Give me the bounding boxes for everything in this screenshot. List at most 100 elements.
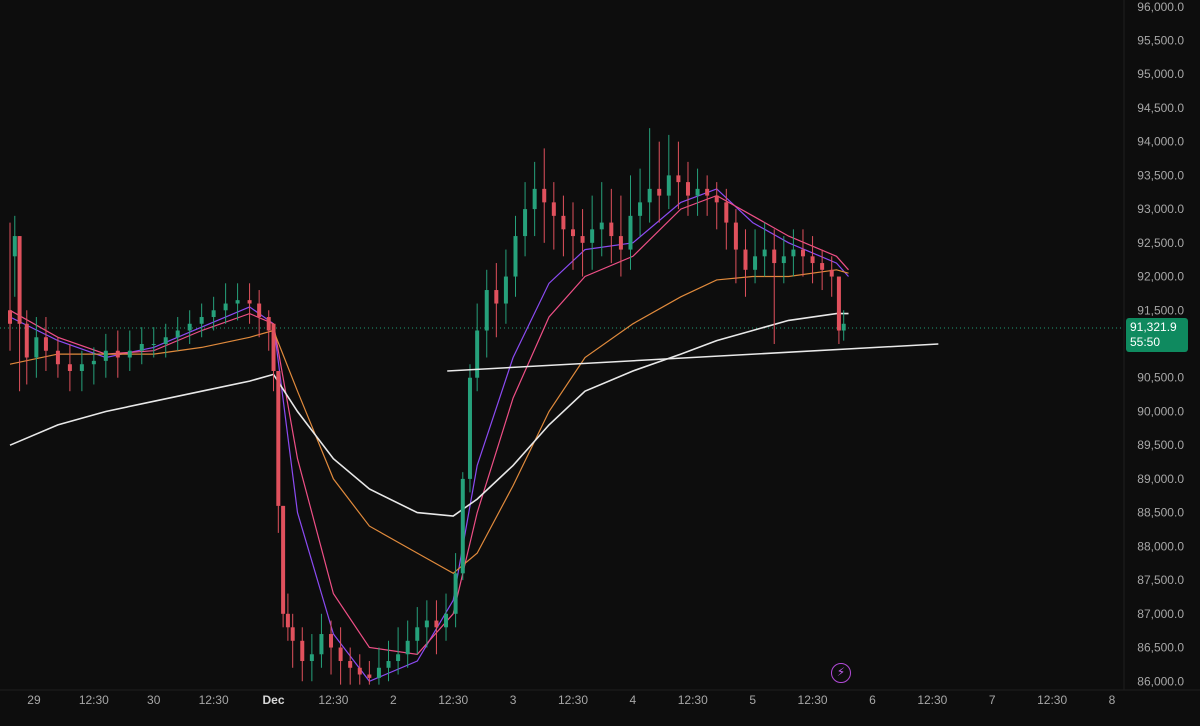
price-tick-label: 87,500.0 — [1137, 573, 1184, 587]
moving-average-line — [9, 194, 849, 655]
trendline[interactable] — [447, 343, 939, 372]
candle-down — [836, 276, 841, 331]
candle-up — [405, 640, 410, 655]
candle-up — [599, 222, 604, 230]
price-tick-label: 93,500.0 — [1137, 168, 1184, 182]
time-tick-label: 6 — [869, 693, 876, 707]
candle-up — [319, 634, 324, 655]
time-tick-label: 12:30 — [199, 693, 229, 707]
candle-down — [685, 182, 690, 196]
candle-down — [561, 215, 566, 230]
price-tick-label: 86,500.0 — [1137, 641, 1184, 655]
candle-up — [647, 188, 652, 203]
time-tick-label: Dec — [263, 693, 285, 707]
candle-down — [55, 350, 60, 365]
candle-down — [329, 634, 334, 648]
time-axis[interactable]: 29 12:30 30 12:30 Dec 12:30 2 12:30 3 12:30 4 12:30… — [27, 693, 1115, 707]
candle-down — [618, 236, 623, 250]
candle-up — [453, 573, 458, 614]
candle-up — [590, 229, 595, 243]
candle-down — [8, 310, 12, 324]
candle-down — [67, 364, 72, 371]
price-axis[interactable]: 96,000.0 95,500.0 95,000.0 94,500.0 94,000.0… — [1137, 0, 1184, 688]
time-tick-label: 4 — [630, 693, 637, 707]
time-tick-label: 3 — [510, 693, 517, 707]
price-tick-label: 88,000.0 — [1137, 539, 1184, 553]
time-tick-label: 7 — [989, 693, 996, 707]
candle-down — [257, 303, 262, 318]
price-tick-label: 95,000.0 — [1137, 67, 1184, 81]
candle-up — [753, 256, 758, 270]
candle-up — [211, 310, 216, 318]
time-tick-label: 30 — [147, 693, 161, 707]
candle-down — [271, 323, 276, 371]
time-tick-label: 12:30 — [678, 693, 708, 707]
moving-average-line — [9, 312, 849, 517]
price-tick-label: 90,500.0 — [1137, 371, 1184, 385]
candle-up — [484, 290, 489, 331]
candle-down — [43, 337, 48, 351]
time-tick-label: 12:30 — [318, 693, 348, 707]
lightning-bolt-icon[interactable]: ⚡ — [831, 663, 851, 683]
candle-down — [434, 620, 439, 628]
candle-up — [666, 175, 671, 196]
candle-down — [17, 236, 22, 324]
candle-down — [705, 188, 710, 196]
candle-up — [91, 360, 96, 365]
candle-down — [290, 627, 295, 641]
candle-up — [475, 330, 480, 378]
price-tick-label: 93,000.0 — [1137, 202, 1184, 216]
candle-up — [175, 330, 180, 338]
candle-down — [724, 202, 729, 223]
price-tick-label: 92,000.0 — [1137, 270, 1184, 284]
candle-up — [187, 323, 192, 331]
price-tick-label: 91,500.0 — [1137, 303, 1184, 317]
candle-down — [338, 647, 343, 662]
candle-down — [281, 505, 286, 614]
price-tick-label: 92,500.0 — [1137, 236, 1184, 250]
price-tick-label: 89,500.0 — [1137, 438, 1184, 452]
candle-up — [460, 478, 465, 574]
candle-down — [367, 674, 372, 678]
time-tick-label: 12:30 — [798, 693, 828, 707]
candle-down — [300, 640, 305, 662]
candle-down — [357, 667, 362, 675]
candle-up — [127, 350, 132, 358]
candle-down — [247, 300, 252, 304]
price-tick-label: 86,000.0 — [1137, 674, 1184, 688]
price-tick-label: 95,500.0 — [1137, 33, 1184, 47]
candle-down — [551, 202, 556, 216]
candle-up — [199, 317, 204, 324]
candle-down — [772, 249, 777, 264]
candle-up — [376, 667, 381, 678]
moving-average-line — [9, 188, 849, 683]
candle-up — [695, 188, 700, 196]
candle-up — [151, 344, 156, 345]
candle-down — [285, 613, 290, 628]
price-tick-label: 87,000.0 — [1137, 607, 1184, 621]
candle-down — [24, 323, 29, 358]
price-tick-label: 88,500.0 — [1137, 506, 1184, 520]
candle-up — [841, 323, 846, 331]
candle-down — [570, 229, 575, 237]
candle-up — [523, 209, 528, 237]
candle-down — [542, 188, 547, 203]
candle-up — [34, 337, 39, 358]
price-tick-label: 96,000.0 — [1137, 0, 1184, 14]
time-tick-label: 12:30 — [1037, 693, 1067, 707]
candle-down — [800, 249, 805, 257]
price-tick-label: 94,000.0 — [1137, 135, 1184, 149]
time-tick-label: 12:30 — [917, 693, 947, 707]
candle-down — [743, 249, 748, 270]
candle-up — [762, 249, 767, 257]
time-tick-label: 8 — [1109, 693, 1116, 707]
time-tick-label: 29 — [27, 693, 41, 707]
price-tick-label: 94,500.0 — [1137, 101, 1184, 115]
candle-down — [276, 370, 281, 506]
candle-up — [396, 654, 401, 662]
countdown-timer: 55:50 — [1130, 335, 1161, 349]
candle-up — [424, 620, 429, 628]
candle-down — [829, 269, 834, 277]
candle-down — [820, 263, 825, 270]
